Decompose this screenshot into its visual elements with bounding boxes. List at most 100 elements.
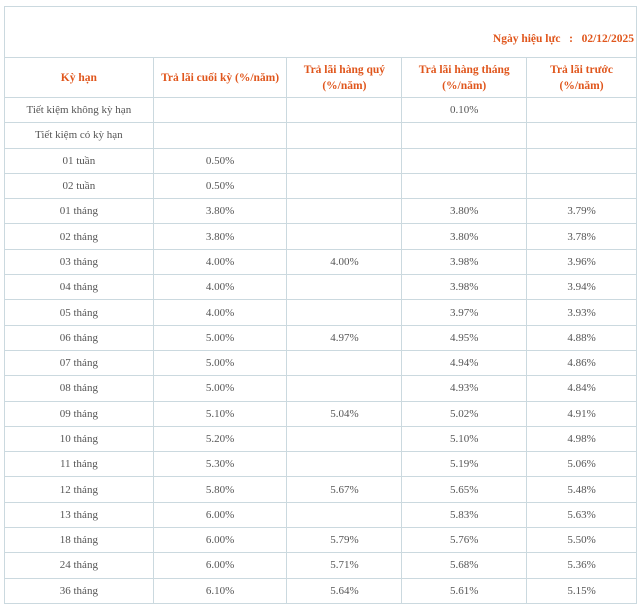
cell-term: 13 tháng: [4, 501, 154, 529]
cell-monthly-rate: 5.76%: [401, 527, 528, 554]
cell-upfront-rate: 3.79%: [526, 198, 637, 225]
cell-upfront-rate: 5.15%: [526, 577, 637, 604]
cell-term: 05 tháng: [4, 299, 154, 326]
cell-monthly-rate: 5.68%: [401, 552, 528, 579]
cell-end-of-term-rate: 4.00%: [152, 248, 288, 276]
table-row: 18 tháng 6.00% 5.79% 5.76% 5.50%: [4, 527, 637, 554]
cell-quarterly-rate: [286, 274, 403, 301]
interest-rate-table: Ngày hiệu lực : 02/12/2025 Kỳ hạn Trả lã…: [4, 6, 637, 604]
cell-end-of-term-rate: [152, 122, 288, 149]
cell-end-of-term-rate: 5.20%: [152, 425, 288, 453]
cell-monthly-rate: [401, 147, 528, 174]
cell-quarterly-rate: 5.04%: [286, 400, 403, 427]
cell-monthly-rate: 4.95%: [401, 324, 528, 351]
cell-term: 01 tuần: [4, 147, 154, 174]
cell-end-of-term-rate: 0.50%: [152, 172, 288, 200]
cell-end-of-term-rate: [152, 96, 288, 124]
table-row: 01 tháng 3.80% 3.80% 3.79%: [4, 198, 637, 225]
cell-monthly-rate: 5.02%: [401, 400, 528, 427]
effective-date-value: 02/12/2025: [581, 33, 634, 45]
cell-upfront-rate: 4.88%: [526, 324, 637, 351]
column-header-term: Kỳ hạn: [4, 57, 154, 98]
cell-monthly-rate: 3.98%: [401, 274, 528, 301]
cell-upfront-rate: [526, 122, 637, 149]
cell-quarterly-rate: [286, 172, 403, 200]
cell-quarterly-rate: 5.79%: [286, 527, 403, 554]
cell-end-of-term-rate: 5.80%: [152, 476, 288, 503]
cell-upfront-rate: 5.06%: [526, 451, 637, 478]
cell-term: 10 tháng: [4, 425, 154, 453]
cell-upfront-rate: 4.98%: [526, 425, 637, 453]
cell-term: 24 tháng: [4, 552, 154, 579]
table-row: 11 tháng 5.30% 5.19% 5.06%: [4, 451, 637, 478]
cell-upfront-rate: 4.84%: [526, 375, 637, 402]
table-row: 07 tháng 5.00% 4.94% 4.86%: [4, 349, 637, 377]
cell-quarterly-rate: 5.64%: [286, 577, 403, 604]
table-row: 02 tuần 0.50%: [4, 172, 637, 200]
cell-quarterly-rate: 4.00%: [286, 248, 403, 276]
cell-monthly-rate: 3.98%: [401, 248, 528, 276]
cell-term: 04 tháng: [4, 274, 154, 301]
cell-end-of-term-rate: 5.00%: [152, 375, 288, 402]
cell-term: 36 tháng: [4, 577, 154, 604]
cell-monthly-rate: 3.80%: [401, 223, 528, 250]
cell-upfront-rate: [526, 96, 637, 124]
cell-upfront-rate: 5.50%: [526, 527, 637, 554]
table-row: 03 tháng 4.00% 4.00% 3.98% 3.96%: [4, 248, 637, 276]
cell-upfront-rate: 3.93%: [526, 299, 637, 326]
cell-quarterly-rate: [286, 501, 403, 529]
cell-upfront-rate: 4.86%: [526, 349, 637, 377]
cell-quarterly-rate: [286, 451, 403, 478]
table-row: 13 tháng 6.00% 5.83% 5.63%: [4, 501, 637, 529]
cell-end-of-term-rate: 5.00%: [152, 324, 288, 351]
cell-term: 02 tuần: [4, 172, 154, 200]
cell-end-of-term-rate: 6.10%: [152, 577, 288, 604]
cell-monthly-rate: 3.97%: [401, 299, 528, 326]
cell-upfront-rate: 5.63%: [526, 501, 637, 529]
cell-term: 09 tháng: [4, 400, 154, 427]
cell-upfront-rate: 5.48%: [526, 476, 637, 503]
cell-upfront-rate: 3.78%: [526, 223, 637, 250]
table-row: 06 tháng 5.00% 4.97% 4.95% 4.88%: [4, 324, 637, 351]
cell-upfront-rate: [526, 147, 637, 174]
cell-end-of-term-rate: 6.00%: [152, 501, 288, 529]
cell-quarterly-rate: [286, 349, 403, 377]
cell-monthly-rate: [401, 172, 528, 200]
cell-quarterly-rate: [286, 299, 403, 326]
cell-end-of-term-rate: 5.00%: [152, 349, 288, 377]
table-row: Tiết kiệm có kỳ hạn: [4, 122, 637, 149]
table-row: 36 tháng 6.10% 5.64% 5.61% 5.15%: [4, 577, 637, 604]
cell-end-of-term-rate: 0.50%: [152, 147, 288, 174]
cell-end-of-term-rate: 5.10%: [152, 400, 288, 427]
cell-quarterly-rate: [286, 223, 403, 250]
cell-term: 11 tháng: [4, 451, 154, 478]
cell-monthly-rate: 5.19%: [401, 451, 528, 478]
cell-monthly-rate: 5.61%: [401, 577, 528, 604]
cell-term: 12 tháng: [4, 476, 154, 503]
cell-monthly-rate: 5.65%: [401, 476, 528, 503]
cell-term: 03 tháng: [4, 248, 154, 276]
table-row: 02 tháng 3.80% 3.80% 3.78%: [4, 223, 637, 250]
cell-term: Tiết kiệm không kỳ hạn: [4, 96, 154, 124]
table-row: 24 tháng 6.00% 5.71% 5.68% 5.36%: [4, 552, 637, 579]
cell-quarterly-rate: [286, 375, 403, 402]
table-row: 04 tháng 4.00% 3.98% 3.94%: [4, 274, 637, 301]
cell-upfront-rate: 5.36%: [526, 552, 637, 579]
cell-term: 06 tháng: [4, 324, 154, 351]
cell-monthly-rate: 5.10%: [401, 425, 528, 453]
table-row: 09 tháng 5.10% 5.04% 5.02% 4.91%: [4, 400, 637, 427]
table-row: Tiết kiệm không kỳ hạn 0.10%: [4, 96, 637, 124]
cell-term: Tiết kiệm có kỳ hạn: [4, 122, 154, 149]
effective-date: Ngày hiệu lực : 02/12/2025: [4, 6, 637, 58]
cell-quarterly-rate: 5.71%: [286, 552, 403, 579]
cell-upfront-rate: 4.91%: [526, 400, 637, 427]
cell-quarterly-rate: [286, 425, 403, 453]
cell-term: 02 tháng: [4, 223, 154, 250]
effective-date-label: Ngày hiệu lực: [492, 33, 561, 45]
effective-date-separator: :: [569, 33, 573, 45]
table-row: 08 tháng 5.00% 4.93% 4.84%: [4, 375, 637, 402]
cell-quarterly-rate: [286, 96, 403, 124]
cell-monthly-rate: 0.10%: [401, 96, 528, 124]
header-row: Kỳ hạn Trả lãi cuối kỳ (%/năm) Trả lãi h…: [4, 57, 637, 98]
cell-monthly-rate: 4.93%: [401, 375, 528, 402]
